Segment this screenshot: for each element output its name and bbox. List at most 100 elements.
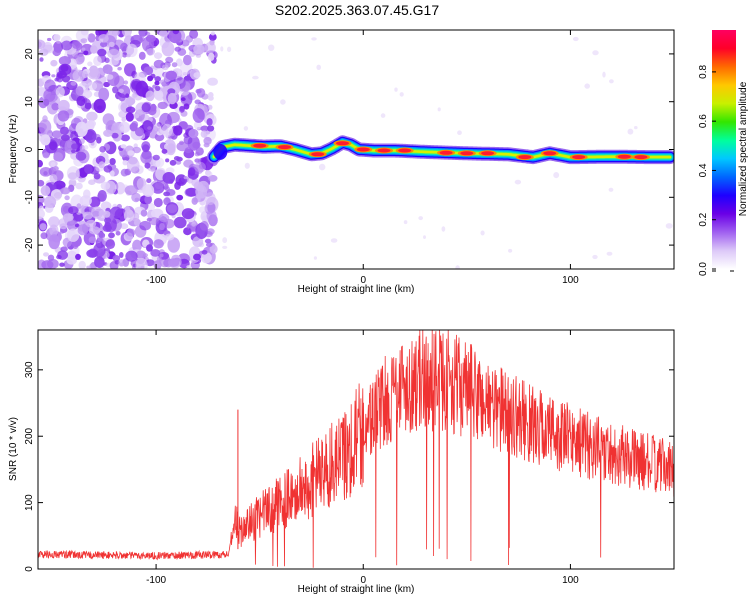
noise-blob xyxy=(44,195,57,208)
noise-blob xyxy=(195,185,208,199)
noise-blob xyxy=(75,253,81,260)
spectrogram-y-tick-label: -20 xyxy=(24,237,35,252)
noise-blob xyxy=(112,86,119,94)
noise-blob xyxy=(157,101,168,110)
noise-blob xyxy=(665,223,673,229)
noise-blob xyxy=(138,51,146,60)
noise-blob xyxy=(96,136,102,144)
noise-blob xyxy=(191,197,198,205)
noise-blob xyxy=(104,217,112,224)
noise-blob xyxy=(62,213,74,222)
noise-blob xyxy=(102,64,113,75)
noise-blob xyxy=(75,151,87,161)
noise-blob xyxy=(87,33,96,43)
noise-blob xyxy=(75,182,83,190)
noise-blob xyxy=(85,219,97,228)
noise-blob xyxy=(200,125,209,132)
snr-axes: -100 0 100 0 100 200 300 xyxy=(24,330,674,586)
noise-blob xyxy=(39,57,44,62)
noise-blob xyxy=(244,162,250,169)
noise-blob xyxy=(176,156,183,162)
noise-blob xyxy=(204,192,216,206)
noise-blob xyxy=(51,74,56,78)
noise-blob xyxy=(206,228,215,235)
noise-blob xyxy=(108,41,115,48)
colorbar-gradient xyxy=(712,30,736,269)
noise-blob xyxy=(111,122,123,136)
noise-blob xyxy=(154,91,164,100)
signal-hotspot-core xyxy=(481,151,495,156)
noise-blob xyxy=(403,220,408,225)
noise-blob xyxy=(71,143,79,150)
noise-blob xyxy=(196,88,206,98)
noise-blob xyxy=(108,232,115,239)
noise-blob xyxy=(156,256,162,262)
noise-blob xyxy=(72,69,86,82)
noise-blob xyxy=(70,130,79,141)
spectrogram-heatmap xyxy=(38,30,674,269)
noise-blob xyxy=(203,136,212,145)
colorbar-ticks: 0.0 0.2 0.4 0.6 0.8 xyxy=(698,64,734,276)
noise-blob xyxy=(200,252,212,264)
noise-blob xyxy=(114,75,125,89)
noise-blob xyxy=(40,134,51,146)
noise-blob xyxy=(103,81,110,88)
noise-blob xyxy=(153,260,162,269)
noise-blob xyxy=(418,216,424,221)
noise-blob xyxy=(84,129,97,144)
noise-blob xyxy=(572,36,579,42)
noise-blob xyxy=(200,130,208,138)
noise-blob xyxy=(38,119,52,135)
noise-blob xyxy=(192,108,205,123)
noise-blob xyxy=(60,126,69,135)
noise-blob xyxy=(144,131,150,137)
noise-blob xyxy=(121,52,128,58)
noise-blob xyxy=(222,237,228,244)
noise-blob xyxy=(183,176,189,180)
noise-blob xyxy=(57,110,70,122)
noise-blob xyxy=(98,161,105,169)
snr-frame xyxy=(37,329,675,570)
noise-blob xyxy=(77,224,89,236)
signal-hotspot-core xyxy=(617,154,631,159)
noise-blob xyxy=(98,87,110,102)
noise-blob xyxy=(181,208,195,220)
noise-blob xyxy=(206,242,213,248)
noise-blob xyxy=(76,95,86,107)
noise-blob xyxy=(144,162,151,169)
noise-blob xyxy=(125,112,134,122)
noise-blob xyxy=(142,184,155,197)
noise-blob xyxy=(93,98,106,114)
noise-blob xyxy=(105,239,116,250)
noise-blob xyxy=(158,213,170,223)
noise-blob xyxy=(152,154,160,161)
noise-blob xyxy=(514,179,522,185)
signal-hotspot-core xyxy=(311,152,325,157)
noise-blob xyxy=(123,209,135,222)
noise-blob xyxy=(67,228,80,242)
noise-blob xyxy=(220,46,224,52)
noise-blob xyxy=(109,158,116,165)
noise-blob xyxy=(394,87,398,92)
noise-blob xyxy=(203,142,210,148)
noise-blob xyxy=(88,65,99,78)
noise-blob xyxy=(183,159,194,168)
signal-hotspot-core xyxy=(634,155,648,160)
noise-blob xyxy=(252,75,259,80)
noise-blob xyxy=(437,107,441,112)
noise-blob xyxy=(194,158,201,163)
noise-blob xyxy=(43,252,49,257)
noise-blob xyxy=(311,37,317,41)
noise-blob xyxy=(103,165,113,173)
noise-blob xyxy=(121,117,126,122)
snr-x-tick-label: 100 xyxy=(562,575,579,586)
noise-blob xyxy=(100,181,111,190)
noise-blob xyxy=(139,36,145,42)
noise-blob xyxy=(183,103,190,110)
noise-blob xyxy=(42,152,50,159)
noise-blob xyxy=(189,30,199,39)
noise-blob xyxy=(98,34,109,43)
noise-blob xyxy=(75,86,84,96)
noise-blob xyxy=(163,191,171,197)
